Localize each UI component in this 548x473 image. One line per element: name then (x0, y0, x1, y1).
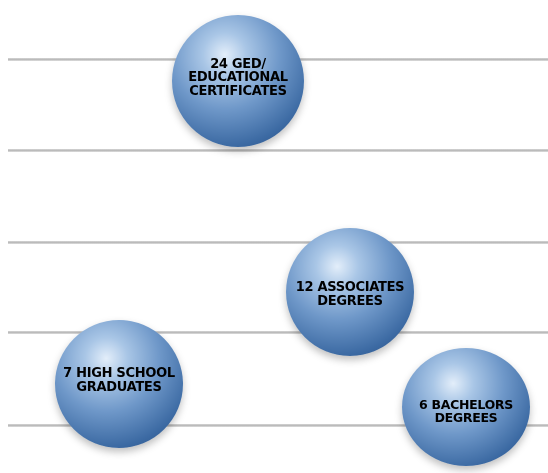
sphere-ged-certificates: 24 GED/ EDUCATIONAL CERTIFICATES (172, 15, 304, 147)
sphere-label: 7 HIGH SCHOOL GRADUATES (63, 366, 175, 395)
sphere-label: 6 BACHELORS DEGREES (419, 396, 513, 425)
sphere-label: 12 ASSOCIATES DEGREES (295, 280, 405, 309)
sphere-associates-degrees: 12 ASSOCIATES DEGREES (286, 228, 414, 356)
horizontal-rule (8, 424, 548, 427)
sphere-high-school-graduates: 7 HIGH SCHOOL GRADUATES (55, 320, 183, 448)
horizontal-rule (8, 149, 548, 152)
horizontal-rule (8, 241, 548, 244)
horizontal-rule (8, 331, 548, 334)
sphere-bachelors-degrees: 6 BACHELORS DEGREES (402, 348, 530, 466)
sphere-label: 24 GED/ EDUCATIONAL CERTIFICATES (188, 56, 288, 99)
